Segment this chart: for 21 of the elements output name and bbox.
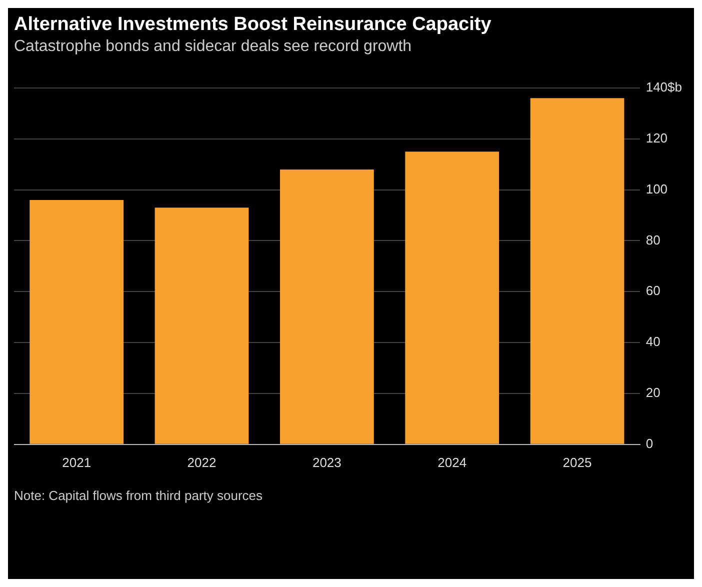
bar — [30, 200, 124, 444]
y-tick-label: 40 — [646, 334, 660, 350]
chart-subtitle: Catastrophe bonds and sidecar deals see record growth — [14, 38, 413, 56]
x-tick-label: 2025 — [562, 454, 592, 470]
bar — [280, 169, 374, 444]
y-tick-label: 140$b — [646, 80, 682, 95]
bar — [405, 152, 500, 444]
y-tick-label: 0 — [646, 436, 654, 451]
chart-title: Alternative Investments Boost Reinsurance Capacity — [14, 14, 492, 36]
x-tick-label: 2023 — [312, 454, 342, 470]
x-tick-label: 2021 — [62, 454, 92, 470]
y-tick-label: 80 — [646, 232, 660, 248]
x-tick-label: 2024 — [438, 454, 467, 470]
y-tick-label: 120 — [646, 130, 668, 146]
text: Note: Capital flows from third party sources — [14, 488, 264, 503]
y-tick-label: 20 — [646, 385, 660, 400]
y-tick-label: 60 — [646, 283, 660, 298]
bar — [530, 98, 624, 444]
x-tick-label: 2022 — [187, 454, 216, 470]
y-tick-label: 100 — [646, 181, 668, 196]
bar — [154, 208, 249, 444]
